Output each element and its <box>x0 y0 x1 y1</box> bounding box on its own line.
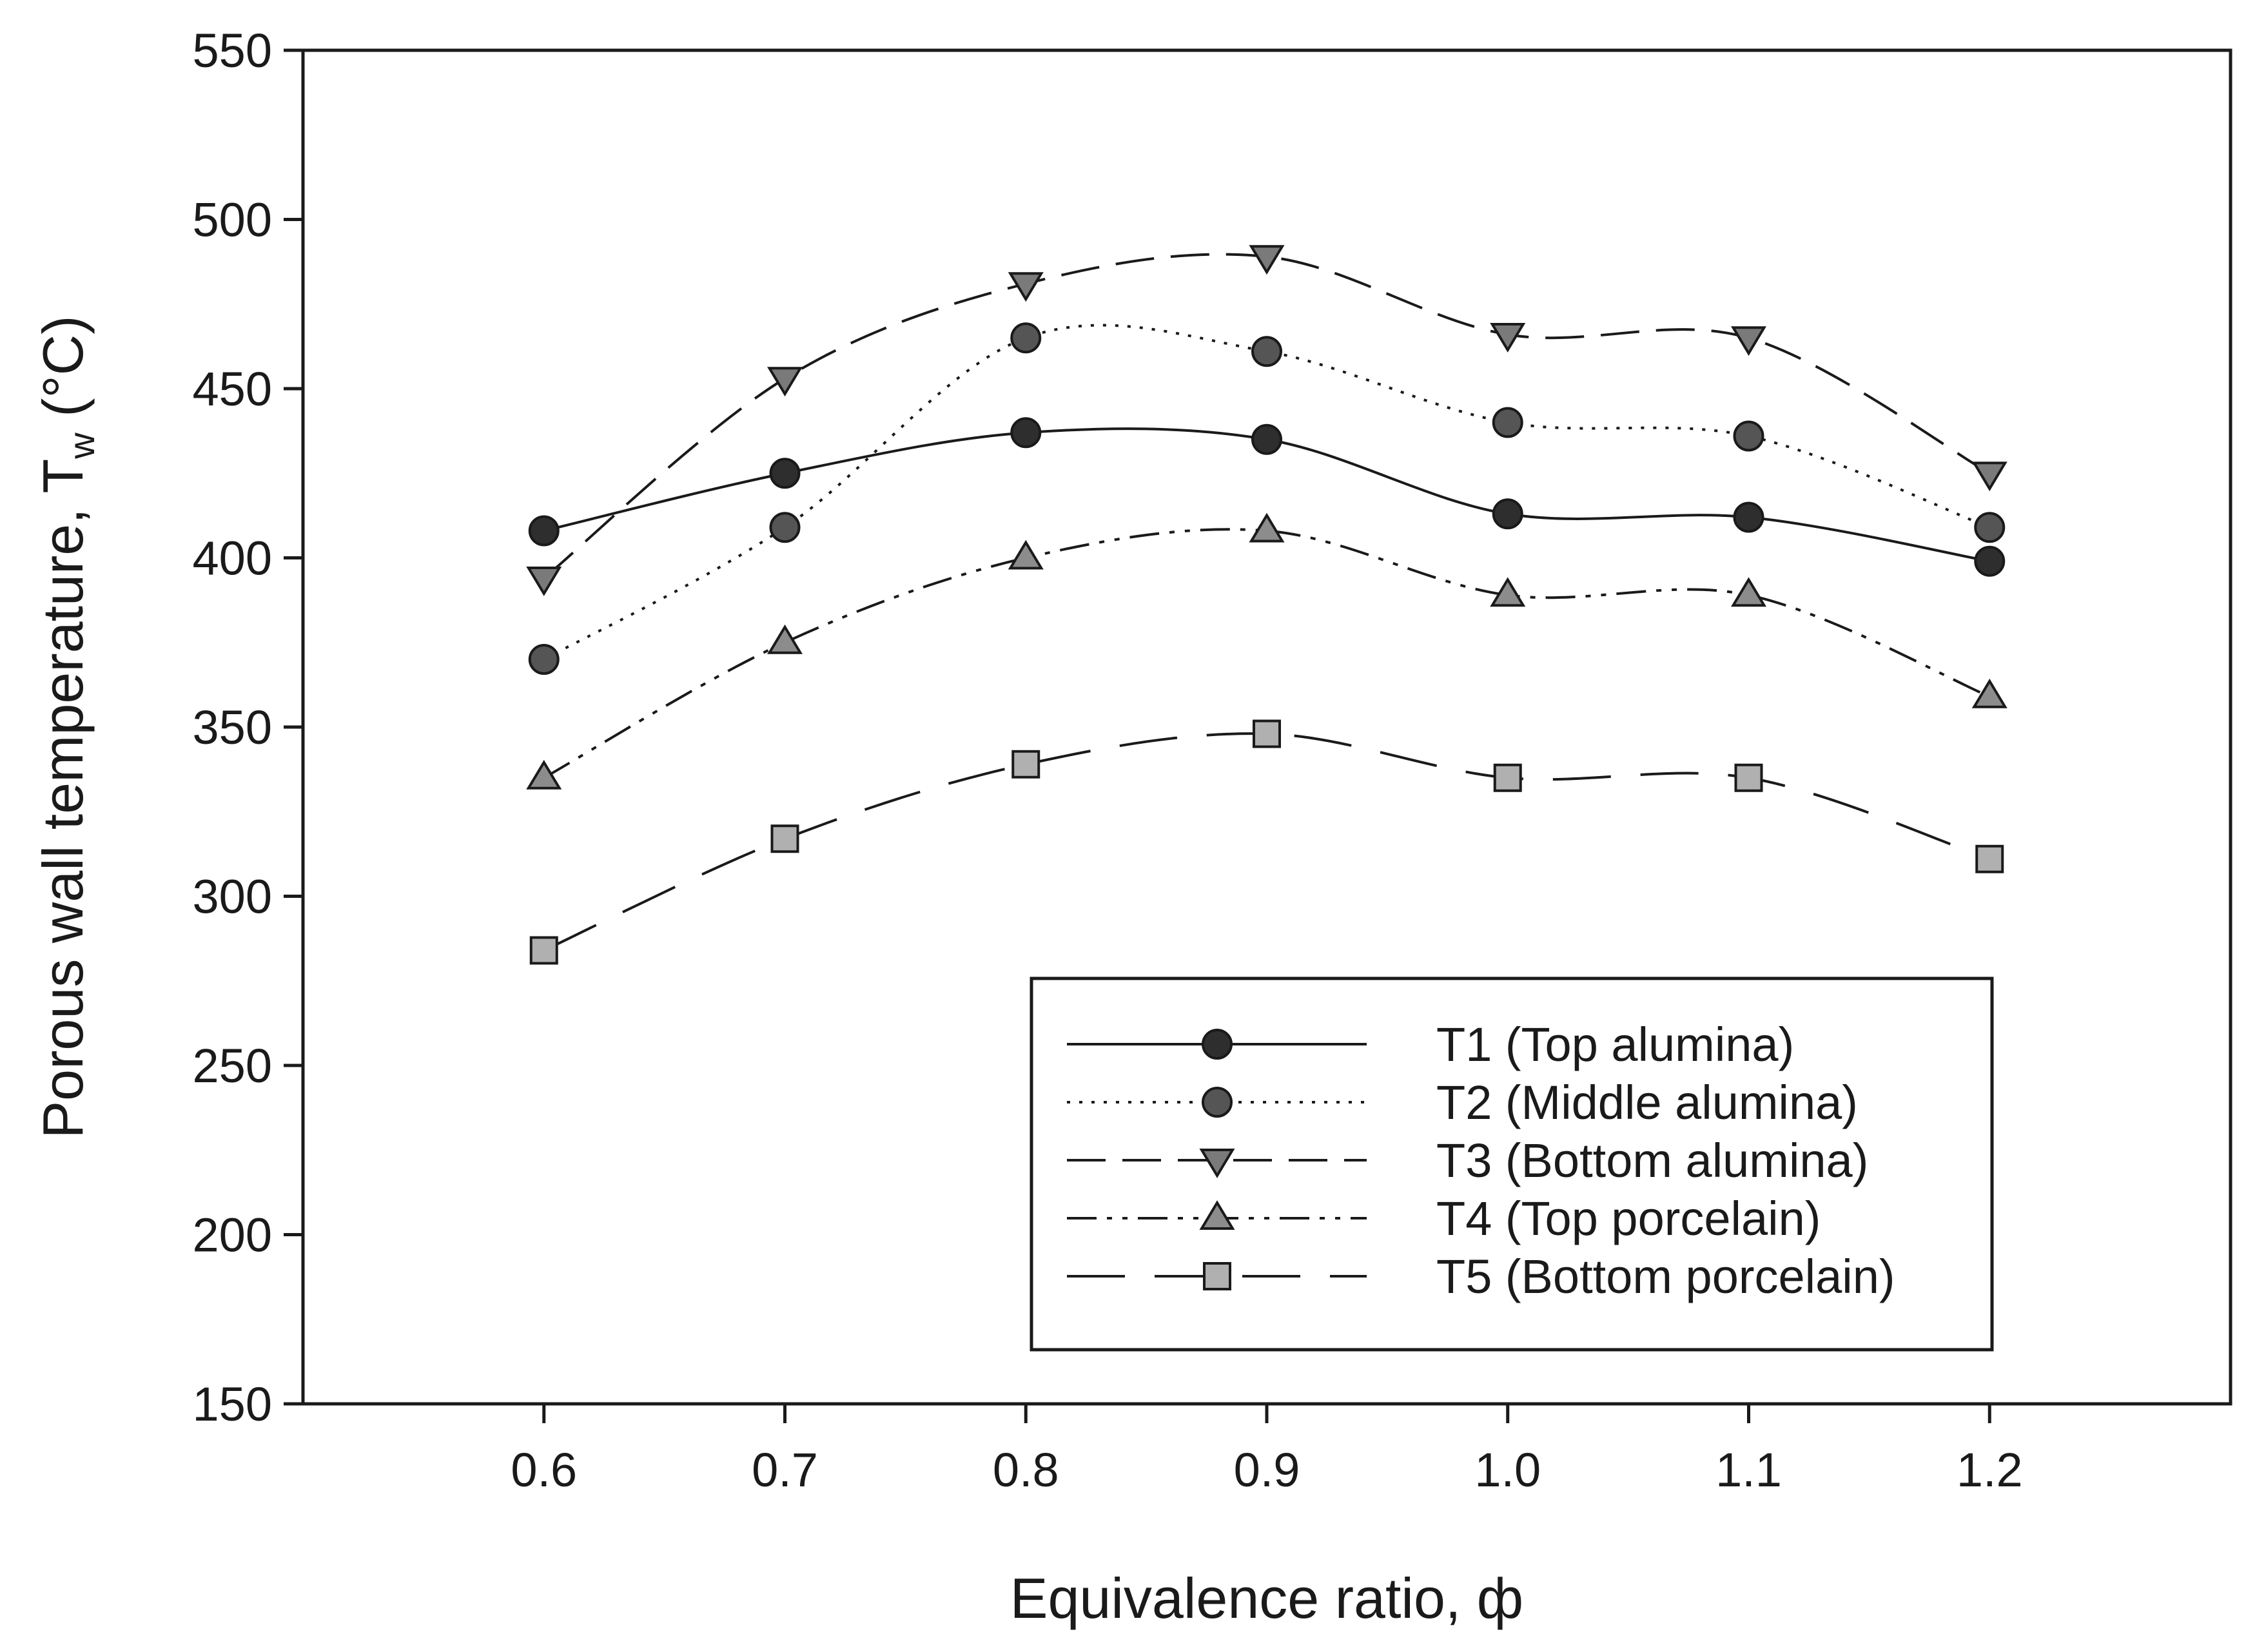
data-point <box>1253 719 1281 748</box>
y-tick-label: 450 <box>193 362 272 416</box>
x-tick-label: 0.9 <box>1234 1443 1300 1497</box>
data-point <box>526 759 562 790</box>
x-axis: 0.6 0.7 0.8 0.9 1.0 1.1 1.2 <box>511 1404 2023 1497</box>
y-tick-label: 550 <box>193 24 272 77</box>
data-point <box>1251 423 1282 455</box>
x-tick-label: 1.1 <box>1715 1443 1782 1497</box>
x-tick-label: 0.7 <box>752 1443 818 1497</box>
data-point <box>769 458 801 489</box>
legend-label: T4 (Top porcelain) <box>1436 1192 1821 1245</box>
series-4 <box>526 512 2007 790</box>
data-point <box>528 515 560 547</box>
series-layer <box>526 245 2007 965</box>
data-point <box>1971 678 2007 708</box>
data-point <box>1733 420 1764 452</box>
x-axis-title: Equivalence ratio, ф <box>1010 1566 1523 1630</box>
data-point <box>1493 763 1522 792</box>
data-point <box>769 512 801 543</box>
data-point <box>767 367 803 397</box>
data-point <box>1734 763 1763 792</box>
legend-marker <box>1202 1029 1233 1060</box>
data-point <box>1249 512 1285 543</box>
data-point <box>1249 245 1285 275</box>
legend-label: T1 (Top alumina) <box>1436 1018 1794 1071</box>
series-3 <box>526 245 2007 596</box>
data-point <box>1490 577 1526 607</box>
series-line <box>543 732 1990 952</box>
legend-marker <box>1202 1087 1233 1118</box>
data-point <box>1974 512 2006 543</box>
data-point <box>1008 539 1044 570</box>
x-tick-label: 0.6 <box>511 1443 577 1497</box>
data-point <box>1251 336 1282 367</box>
x-tick-label: 0.8 <box>993 1443 1059 1497</box>
legend-marker <box>1203 1262 1231 1290</box>
data-point <box>1010 322 1042 354</box>
legend-label: T2 (Middle alumina) <box>1436 1076 1858 1129</box>
y-axis-title-subscript: w <box>61 432 102 460</box>
y-axis-title-unit: (°C) <box>31 315 95 432</box>
y-tick-label: 400 <box>193 532 272 585</box>
x-tick-label: 1.0 <box>1474 1443 1541 1497</box>
data-point <box>528 644 560 675</box>
legend-marker <box>1199 1200 1235 1230</box>
y-axis-title: Porous wall temperature, Tw (°C) <box>31 315 102 1138</box>
data-point <box>767 624 803 654</box>
data-point <box>1492 498 1523 530</box>
legend-box <box>1030 977 1994 1352</box>
data-point <box>1492 407 1523 438</box>
legend-marker <box>1199 1149 1235 1178</box>
legend-label: T3 (Bottom alumina) <box>1436 1134 1868 1187</box>
data-point <box>1730 326 1767 356</box>
data-point <box>1730 577 1767 607</box>
data-point <box>526 567 562 596</box>
series-1 <box>528 417 2006 577</box>
data-point <box>770 824 799 853</box>
data-point <box>1971 462 2007 492</box>
y-axis-title-main: Porous wall temperature, T <box>31 459 95 1139</box>
y-tick-label: 150 <box>193 1377 272 1431</box>
x-tick-label: 1.2 <box>1957 1443 2023 1497</box>
y-axis: 150 200 250 300 350 400 450 500 550 <box>193 24 303 1431</box>
series-2 <box>528 322 2006 675</box>
data-point <box>1010 417 1042 449</box>
y-tick-label: 250 <box>193 1039 272 1093</box>
y-tick-label: 200 <box>193 1209 272 1262</box>
legend: T1 (Top alumina)T2 (Middle alumina)T3 (B… <box>1030 977 1994 1352</box>
data-point <box>1733 501 1764 533</box>
y-tick-label: 500 <box>193 193 272 247</box>
data-point <box>1975 844 2004 873</box>
data-point <box>1011 750 1040 779</box>
y-tick-label: 300 <box>193 870 272 924</box>
data-point <box>529 936 558 965</box>
y-tick-label: 350 <box>193 701 272 754</box>
series-5 <box>529 719 2004 965</box>
data-point <box>1974 545 2006 577</box>
data-point <box>1490 323 1526 353</box>
data-point <box>1008 272 1044 302</box>
series-line <box>543 324 1990 661</box>
legend-label: T5 (Bottom porcelain) <box>1436 1250 1895 1303</box>
